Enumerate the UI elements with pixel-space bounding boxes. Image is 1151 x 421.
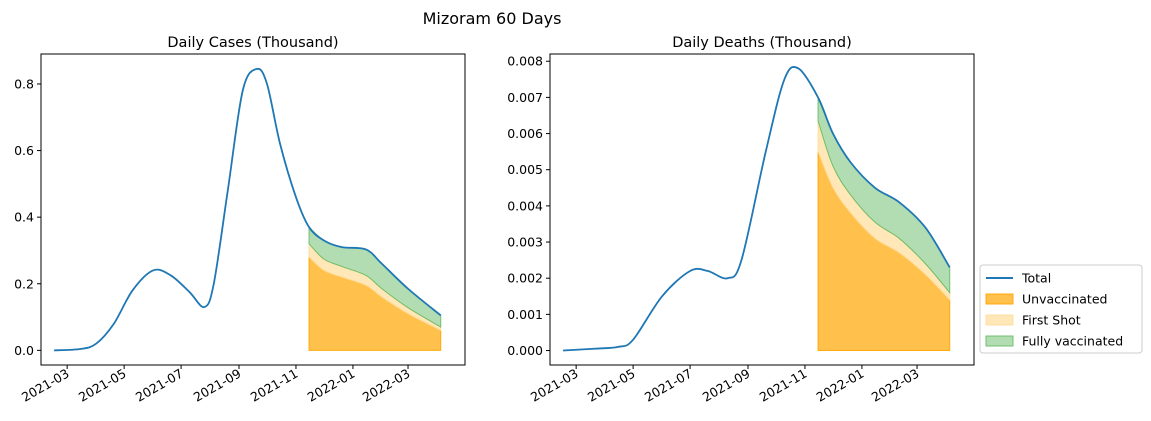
x-tick-label: 2021-07	[642, 366, 695, 405]
plot-area	[54, 67, 442, 352]
figure-suptitle: Mizoram 60 Days	[423, 9, 562, 28]
plot-area	[563, 66, 951, 352]
legend-swatch-fully-vaccinated	[985, 335, 1014, 347]
x-tick-label: 2021-09	[700, 366, 753, 405]
y-tick-label: 0.4	[14, 210, 34, 225]
legend-swatch-first-shot	[985, 314, 1014, 326]
x-tick-label: 2021-11	[757, 366, 810, 405]
x-tick-label: 2021-03	[528, 366, 581, 405]
x-tick-label: 2022-01	[305, 366, 358, 405]
y-tick-label: 0.0	[14, 343, 34, 358]
x-tick-label: 2021-11	[248, 366, 301, 405]
axes-frame	[549, 53, 975, 366]
x-tick-label: 2021-05	[76, 366, 129, 405]
y-tick-label: 0.007	[507, 90, 543, 105]
legend-label-unvaccinated: Unvaccinated	[1022, 292, 1107, 307]
x-tick-label: 2022-01	[814, 366, 867, 405]
x-tick-label: 2021-03	[19, 366, 72, 405]
legend-label-first-shot: First Shot	[1022, 313, 1081, 328]
legend-frame	[979, 264, 1143, 354]
y-tick-label: 0.004	[507, 198, 543, 213]
series-line-total	[54, 67, 442, 352]
y-tick-label: 0.003	[507, 235, 543, 250]
x-tick-label: 2022-03	[360, 366, 413, 405]
legend-swatch-unvaccinated	[985, 293, 1014, 305]
y-tick-label: 0.005	[507, 162, 543, 177]
chart-title: Daily Deaths (Thousand)	[672, 35, 852, 51]
y-tick-label: 0.002	[507, 271, 543, 286]
y-tick-label: 0.6	[14, 143, 34, 158]
y-tick-label: 0.000	[507, 343, 543, 358]
y-tick-label: 0.2	[14, 276, 34, 291]
x-tick-label: 2021-05	[585, 366, 638, 405]
y-tick-label: 0.006	[507, 126, 543, 141]
axes-frame	[40, 53, 466, 366]
y-tick-label: 0.008	[507, 54, 543, 69]
x-tick-label: 2022-03	[869, 366, 922, 405]
chart-daily-deaths: 0.000 0.001 0.002 0.003 0.004 0.005 0.006 0.007…	[507, 35, 975, 405]
y-tick-label: 0.8	[14, 76, 34, 91]
x-tick-label: 2021-07	[133, 366, 186, 405]
legend-label-total: Total	[1021, 271, 1051, 286]
y-tick-label: 0.001	[507, 307, 543, 322]
legend: Total Unvaccinated First Shot Fully vaccina…	[979, 264, 1143, 354]
chart-title: Daily Cases (Thousand)	[167, 35, 338, 51]
series-line-total	[563, 66, 951, 352]
legend-label-fully-vaccinated: Fully vaccinated	[1022, 334, 1123, 349]
x-tick-label: 2021-09	[191, 366, 244, 405]
